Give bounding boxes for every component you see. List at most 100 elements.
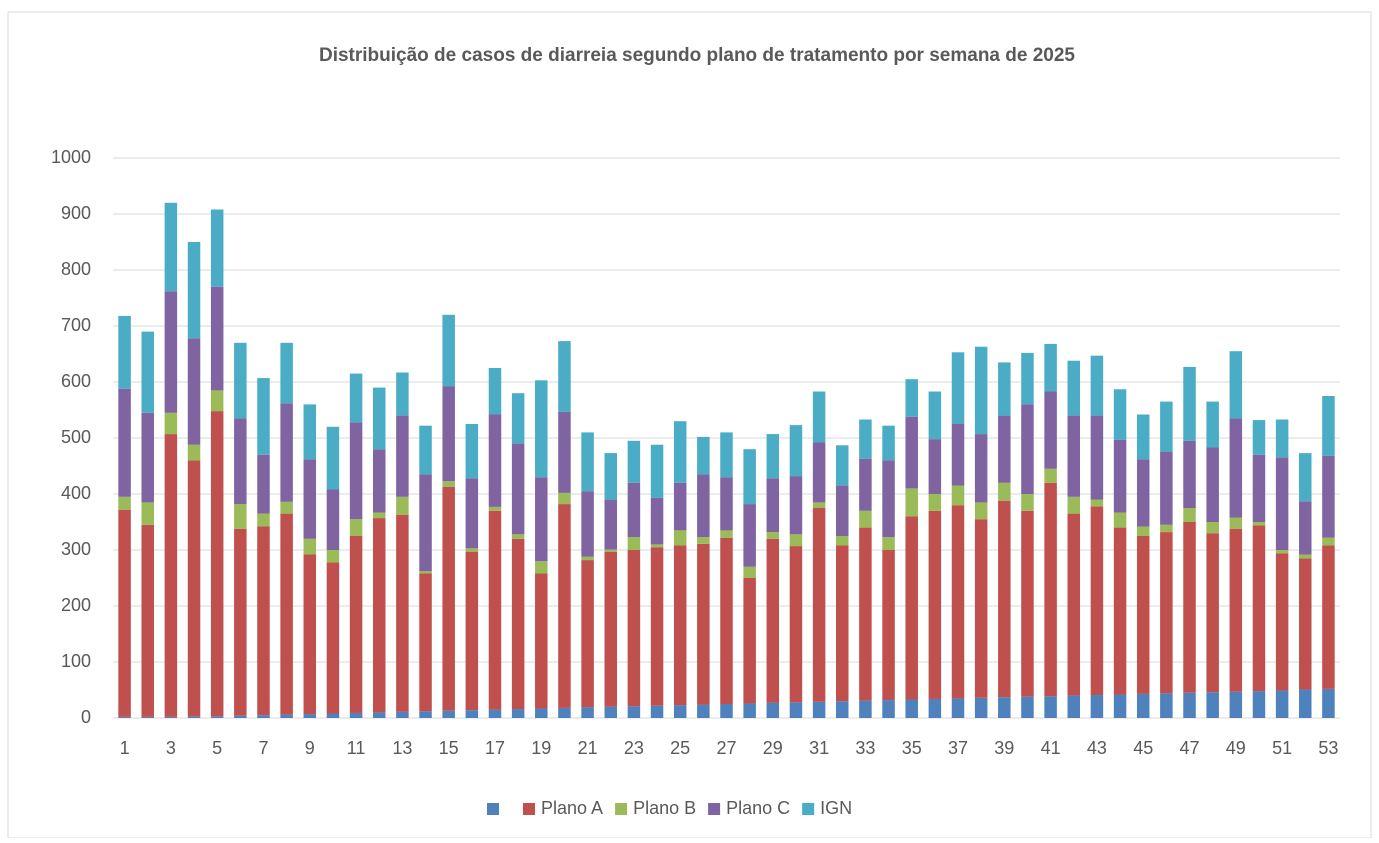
- bar-segment: [1113, 527, 1127, 695]
- bar-segment: [1252, 420, 1266, 455]
- bar-segment: [372, 387, 386, 450]
- bar-segment: [905, 416, 918, 489]
- bar-segment: [1275, 690, 1289, 718]
- x-tick-label: 33: [855, 738, 875, 758]
- bar-segment: [465, 424, 479, 479]
- bar-segment: [581, 556, 594, 561]
- bar-segment: [951, 485, 965, 506]
- bar-segment: [396, 415, 409, 497]
- bar-segment: [951, 352, 965, 424]
- bar-segment: [465, 551, 479, 711]
- bar-segment: [882, 550, 895, 701]
- bar-segment: [141, 524, 154, 717]
- bar-segment: [141, 412, 154, 503]
- bar-segment: [766, 532, 780, 539]
- x-tick-label: 7: [258, 738, 268, 758]
- bar-segment: [1183, 440, 1196, 508]
- bar-segment: [928, 494, 942, 511]
- bar-segment: [396, 711, 409, 718]
- bar-segment: [998, 482, 1011, 501]
- bar-segment: [234, 504, 247, 529]
- bar-segment: [1252, 525, 1266, 692]
- bar-segment: [581, 560, 594, 708]
- bar-segment: [882, 700, 895, 718]
- bar-segment: [257, 378, 270, 455]
- bar-segment: [465, 548, 479, 552]
- bar-segment: [627, 440, 641, 483]
- bar-segment: [187, 716, 201, 718]
- bar-segment: [396, 372, 409, 416]
- bar-segment: [882, 537, 895, 550]
- bar-segment: [303, 714, 317, 718]
- bar-segment: [1113, 512, 1127, 528]
- bar-segment: [280, 714, 293, 718]
- bar-segment: [951, 424, 965, 486]
- bar-segment: [627, 550, 641, 707]
- bar-segment: [812, 442, 826, 503]
- x-tick-label: 31: [809, 738, 829, 758]
- bar-segment: [488, 368, 502, 415]
- bar-segment: [974, 346, 988, 435]
- bar-segment: [210, 390, 224, 412]
- bar-segment: [1090, 499, 1104, 507]
- bar-segment: [488, 510, 502, 710]
- bar-segment: [488, 506, 502, 511]
- bar-segment: [720, 432, 733, 478]
- bar-segment: [1021, 352, 1034, 405]
- bar-segment: [187, 242, 201, 339]
- bar-segment: [419, 474, 432, 572]
- bar-segment: [998, 415, 1011, 483]
- bar-segment: [396, 496, 409, 515]
- legend-swatch: [523, 803, 535, 815]
- bar-segment: [720, 704, 733, 718]
- bar-segment: [743, 578, 756, 704]
- bar-segment: [1229, 691, 1243, 718]
- bar-segment: [673, 530, 687, 546]
- x-tick-label: 21: [578, 738, 598, 758]
- bar-segment: [511, 538, 525, 710]
- bar-segment: [650, 547, 664, 706]
- bar-segment: [673, 705, 687, 718]
- bar-segment: [1183, 508, 1196, 522]
- bar-segment: [326, 562, 340, 714]
- x-tick-label: 37: [948, 738, 968, 758]
- bar-segment: [928, 439, 942, 494]
- bar-segment: [1067, 496, 1081, 514]
- bar-segment: [118, 388, 131, 497]
- bar-segment: [697, 543, 710, 705]
- bar-segment: [859, 419, 872, 459]
- bar-segment: [1299, 453, 1312, 502]
- bar-segment: [234, 418, 247, 505]
- bar-segment: [697, 704, 710, 718]
- bar-segment: [766, 702, 780, 718]
- bar-segment: [1183, 366, 1196, 441]
- bar-segment: [650, 444, 664, 498]
- bar-segment: [164, 291, 178, 413]
- bar-segment: [1252, 454, 1266, 522]
- bar-segment: [280, 403, 293, 502]
- bar-segment: [1275, 457, 1289, 550]
- bar-segment: [789, 534, 803, 547]
- bar-segment: [465, 710, 479, 718]
- bar-segment: [419, 711, 432, 718]
- bar-segment: [1275, 419, 1289, 458]
- bar-segment: [1067, 415, 1081, 497]
- bar-segment: [928, 698, 942, 718]
- bar-segment: [1322, 455, 1335, 538]
- legend-swatch: [708, 803, 721, 815]
- legend-label: Plano B: [633, 798, 696, 818]
- bar-segment: [1322, 545, 1335, 689]
- x-tick-label: 39: [994, 738, 1014, 758]
- x-tick-label: 11: [347, 738, 366, 758]
- bar-segment: [974, 434, 988, 503]
- bar-segment: [372, 518, 386, 713]
- bar-segment: [1252, 522, 1266, 526]
- bar-segment: [349, 422, 363, 520]
- bar-segment: [836, 445, 849, 486]
- bar-segment: [187, 460, 201, 717]
- x-tick-label: 41: [1041, 738, 1061, 758]
- bar-segment: [1275, 550, 1289, 554]
- bar-segment: [1067, 360, 1081, 416]
- bar-segment: [720, 477, 733, 531]
- bar-segment: [697, 436, 710, 475]
